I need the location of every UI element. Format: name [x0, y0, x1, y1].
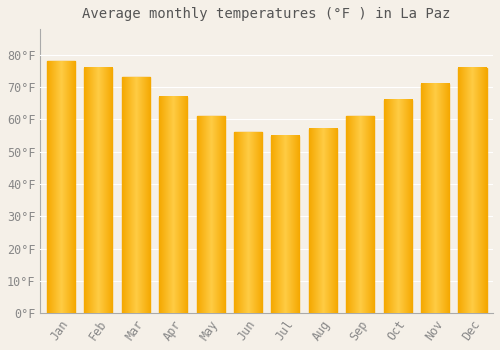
Bar	[84, 68, 112, 313]
Bar	[122, 77, 150, 313]
Bar	[47, 61, 75, 313]
Bar	[346, 116, 374, 313]
Bar	[309, 129, 337, 313]
Bar	[159, 97, 187, 313]
Bar	[421, 84, 449, 313]
Bar	[384, 100, 411, 313]
Bar	[196, 116, 224, 313]
Bar	[458, 68, 486, 313]
Bar	[272, 135, 299, 313]
Bar	[234, 132, 262, 313]
Title: Average monthly temperatures (°F ) in La Paz: Average monthly temperatures (°F ) in La…	[82, 7, 451, 21]
